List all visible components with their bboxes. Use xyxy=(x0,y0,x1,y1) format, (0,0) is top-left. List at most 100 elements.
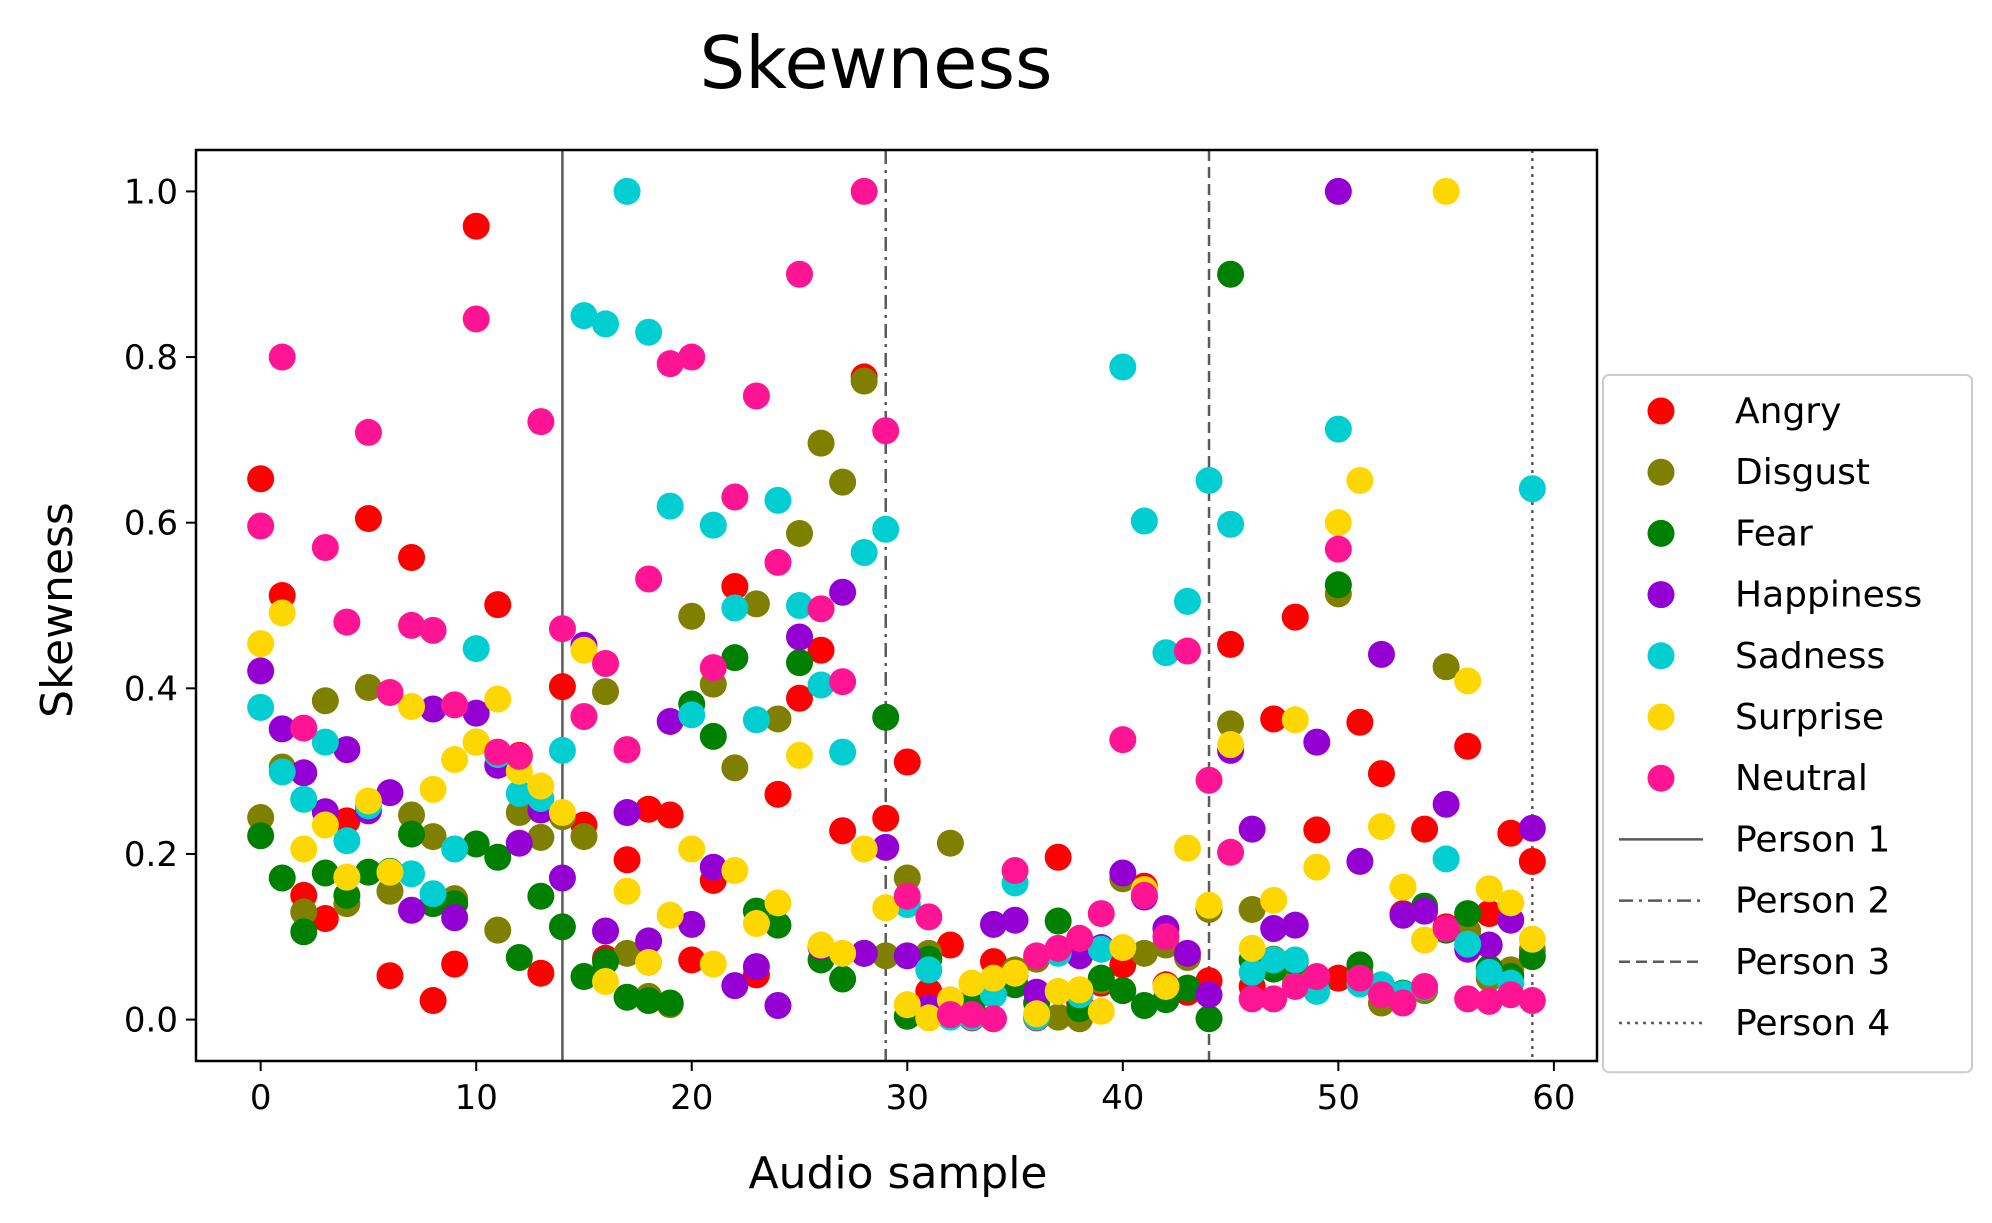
point-happiness xyxy=(1260,914,1288,942)
point-disgust xyxy=(936,829,964,857)
point-disgust xyxy=(1432,653,1460,681)
point-fear xyxy=(1173,974,1201,1002)
point-sadness xyxy=(635,318,663,346)
point-surprise xyxy=(979,964,1007,992)
point-happiness xyxy=(742,953,770,981)
point-happiness xyxy=(1001,906,1029,934)
point-angry xyxy=(1324,964,1352,992)
point-happiness xyxy=(1023,978,1051,1006)
legend-label-happiness: Happiness xyxy=(1735,575,1922,616)
point-surprise xyxy=(1432,177,1460,205)
point-happiness xyxy=(678,910,706,938)
legend-label-angry: Angry xyxy=(1735,391,1841,432)
point-sadness xyxy=(1195,466,1223,494)
point-happiness xyxy=(462,699,490,727)
point-neutral xyxy=(268,343,296,371)
point-angry xyxy=(829,817,857,845)
point-sadness xyxy=(268,758,296,786)
point-angry xyxy=(333,807,361,835)
point-neutral xyxy=(1411,972,1439,1000)
point-fear xyxy=(592,948,620,976)
point-neutral xyxy=(311,534,339,562)
point-sadness xyxy=(311,728,339,756)
point-surprise xyxy=(1001,959,1029,987)
point-happiness xyxy=(376,779,404,807)
legend-label-person-1: Person 1 xyxy=(1735,819,1890,860)
point-surprise xyxy=(247,630,275,658)
point-surprise xyxy=(915,1004,943,1032)
point-surprise xyxy=(1109,934,1137,962)
point-angry xyxy=(1260,705,1288,733)
point-fear xyxy=(354,858,382,886)
point-surprise xyxy=(441,746,469,774)
point-surprise xyxy=(462,728,490,756)
y-tick-label: 0.8 xyxy=(124,338,178,378)
point-surprise xyxy=(376,858,404,886)
point-neutral xyxy=(1475,987,1503,1015)
point-neutral xyxy=(1217,838,1245,866)
point-fear xyxy=(635,987,663,1015)
point-fear xyxy=(1109,977,1137,1005)
point-fear xyxy=(527,882,555,910)
legend: Angry Disgust Fear Happiness Sadness Surprise… xyxy=(1602,374,1973,1074)
point-angry xyxy=(376,962,404,990)
point-surprise xyxy=(1518,925,1546,953)
point-fear xyxy=(570,963,598,991)
point-happiness xyxy=(1518,814,1546,842)
point-angry xyxy=(462,212,490,240)
x-axis-label: Audio sample xyxy=(748,1148,1047,1199)
point-neutral xyxy=(1367,981,1395,1009)
point-sadness xyxy=(829,738,857,766)
point-sadness xyxy=(1087,935,1115,963)
point-angry xyxy=(419,987,447,1015)
point-sadness xyxy=(548,736,576,764)
point-disgust xyxy=(311,687,339,715)
point-sadness xyxy=(419,880,447,908)
point-surprise xyxy=(1303,853,1331,881)
legend-marker-angry xyxy=(1647,397,1675,425)
point-surprise xyxy=(484,685,512,713)
point-fear xyxy=(268,864,296,892)
point-sadness xyxy=(1152,639,1180,667)
point-fear xyxy=(311,859,339,887)
point-sadness xyxy=(915,956,943,984)
point-sadness xyxy=(592,310,620,338)
point-happiness xyxy=(699,853,727,881)
point-sadness xyxy=(678,701,706,729)
point-angry xyxy=(893,748,921,776)
point-neutral xyxy=(527,408,555,436)
point-disgust xyxy=(484,916,512,944)
point-fear xyxy=(1454,900,1482,928)
point-neutral xyxy=(1195,766,1223,794)
point-neutral xyxy=(915,903,943,931)
legend-frame xyxy=(1602,374,1973,1074)
y-tick-label: 0.0 xyxy=(124,1001,178,1041)
point-surprise xyxy=(1367,813,1395,841)
legend-label-person-4: Person 4 xyxy=(1735,1003,1890,1044)
point-neutral xyxy=(333,608,361,636)
x-tick-label: 30 xyxy=(886,1078,929,1118)
point-fear xyxy=(398,820,426,848)
point-disgust xyxy=(613,939,641,967)
y-tick-label: 0.4 xyxy=(124,669,178,709)
point-neutral xyxy=(419,616,447,644)
point-surprise xyxy=(786,741,814,769)
point-angry xyxy=(548,673,576,701)
point-fear xyxy=(1130,992,1158,1020)
point-surprise xyxy=(1217,731,1245,759)
point-sadness xyxy=(1475,958,1503,986)
point-disgust xyxy=(290,898,318,926)
legend-label-person-3: Person 3 xyxy=(1735,942,1890,983)
point-happiness xyxy=(635,927,663,955)
point-neutral xyxy=(441,691,469,719)
point-fear xyxy=(247,822,275,850)
legend-marker-surprise xyxy=(1647,703,1675,731)
point-sadness xyxy=(764,486,792,514)
point-sadness xyxy=(1518,475,1546,503)
point-happiness xyxy=(613,799,641,827)
point-happiness xyxy=(1109,859,1137,887)
point-sadness xyxy=(850,538,878,566)
x-tick-label: 60 xyxy=(1532,1078,1575,1118)
point-disgust xyxy=(376,877,404,905)
